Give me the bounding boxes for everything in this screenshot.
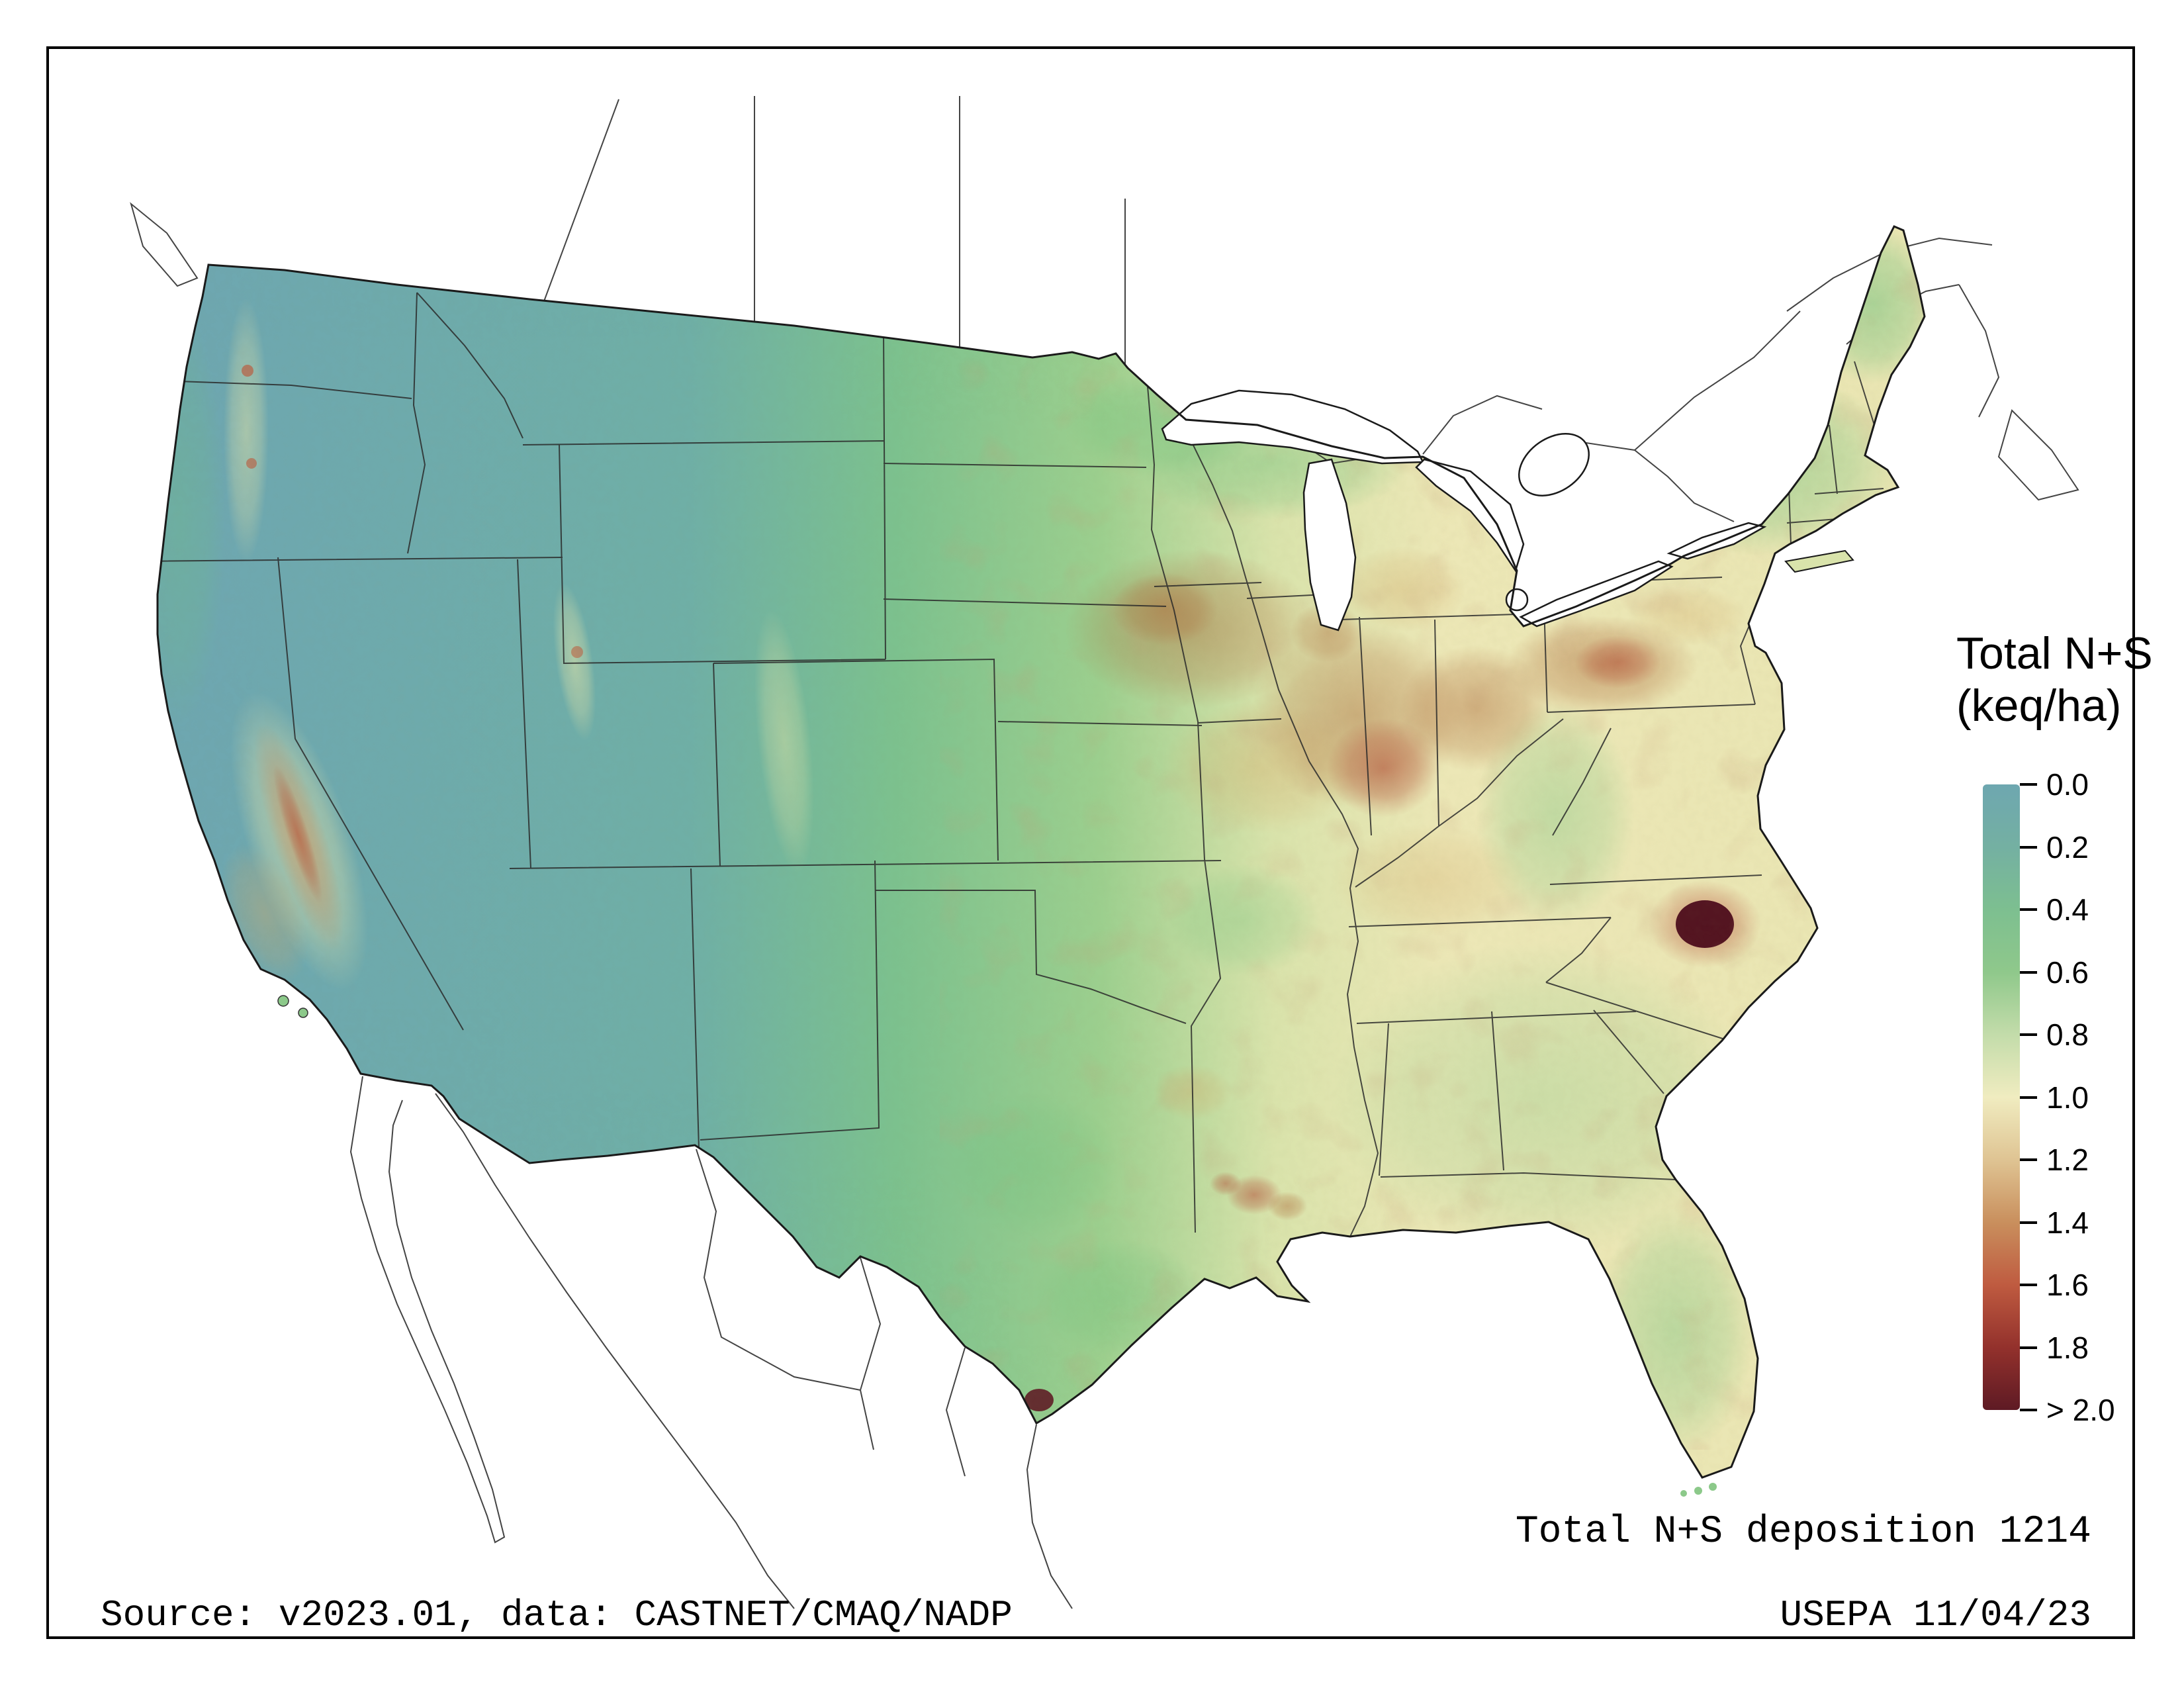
lake-michigan: [1302, 458, 1357, 632]
tick-mark: [2020, 1033, 2037, 1036]
legend-title-line1: Total N+S: [1956, 628, 2153, 679]
tick-label: 1.6: [2046, 1268, 2089, 1302]
tick-label: 0.0: [2046, 767, 2089, 802]
florida-key-1: [1709, 1483, 1717, 1491]
tick-mark: [2020, 1158, 2037, 1161]
tick-label: 1.2: [2046, 1143, 2089, 1177]
tick-mark: [2020, 1284, 2037, 1286]
colorbar-tick: 0.8: [2020, 1017, 2089, 1053]
agency-date: USEPA 11/04/23: [1780, 1594, 2091, 1636]
mexico-west-coast: [435, 1093, 795, 1609]
lake-erie: [1519, 560, 1674, 628]
georgian-bay: [1518, 433, 1590, 496]
tick-mark: [2020, 846, 2037, 849]
raster-grain-all: [158, 226, 1925, 1430]
legend-title: Total N+S (keq/ha): [1956, 628, 2153, 732]
tick-mark: [2020, 1409, 2037, 1411]
tick-mark: [2020, 908, 2037, 911]
mexico-gulf-coast: [1026, 1424, 1073, 1609]
tick-mark: [2020, 1346, 2037, 1349]
colorbar-tick: 1.6: [2020, 1267, 2089, 1303]
tick-mark: [2020, 971, 2037, 974]
colorbar-tick: 1.8: [2020, 1330, 2089, 1366]
legend-title-line2: (keq/ha): [1956, 680, 2122, 731]
colorbar-tick: > 2.0: [2020, 1392, 2115, 1428]
tick-label: 0.2: [2046, 830, 2089, 865]
colorbar-tick: 0.2: [2020, 829, 2089, 865]
map-caption: Total N+S deposition 1214: [1515, 1511, 2091, 1554]
lake-ontario: [1666, 522, 1767, 560]
florida-key-3: [1680, 1490, 1687, 1497]
colorbar-tick: 1.4: [2020, 1205, 2089, 1241]
islands: [277, 549, 1854, 1497]
tick-label: 1.4: [2046, 1205, 2089, 1240]
tick-mark: [2020, 1221, 2037, 1224]
nova-scotia: [1997, 409, 2079, 501]
tick-label: > 2.0: [2046, 1393, 2115, 1427]
colorbar-tick: 0.4: [2020, 892, 2089, 927]
source-note: Source: v2023.01, data: CASTNET/CMAQ/NAD…: [101, 1594, 1013, 1636]
lake-st-clair: [1505, 588, 1529, 612]
long-island: [1784, 549, 1854, 573]
tick-label: 0.8: [2046, 1017, 2089, 1052]
channel-island-1: [277, 995, 289, 1007]
canada-province-borders: [543, 96, 1126, 368]
tick-label: 0.4: [2046, 892, 2089, 927]
baja-california: [349, 1076, 506, 1544]
channel-island-2: [298, 1008, 308, 1018]
colorbar-tick: 0.6: [2020, 955, 2089, 990]
canada-ontario-shore: [1422, 310, 1801, 522]
vancouver-island: [130, 202, 199, 287]
tick-label: 0.6: [2046, 955, 2089, 990]
deposition-pattern: [158, 226, 1925, 1456]
florida-key-2: [1694, 1487, 1702, 1495]
tick-mark: [2020, 1096, 2037, 1099]
tick-mark: [2020, 783, 2037, 786]
mexico-outline: [349, 1076, 1073, 1609]
colorbar-tick: 1.0: [2020, 1080, 2089, 1115]
mexico-state-borders: [696, 1149, 966, 1477]
colorbar: [1983, 784, 2020, 1410]
colorbar-tick: 1.2: [2020, 1142, 2089, 1178]
tick-label: 1.0: [2046, 1080, 2089, 1115]
colorbar-tick: 0.0: [2020, 767, 2089, 802]
tick-label: 1.8: [2046, 1331, 2089, 1365]
lake-huron: [1415, 458, 1525, 573]
great-lakes: [1161, 389, 1767, 632]
